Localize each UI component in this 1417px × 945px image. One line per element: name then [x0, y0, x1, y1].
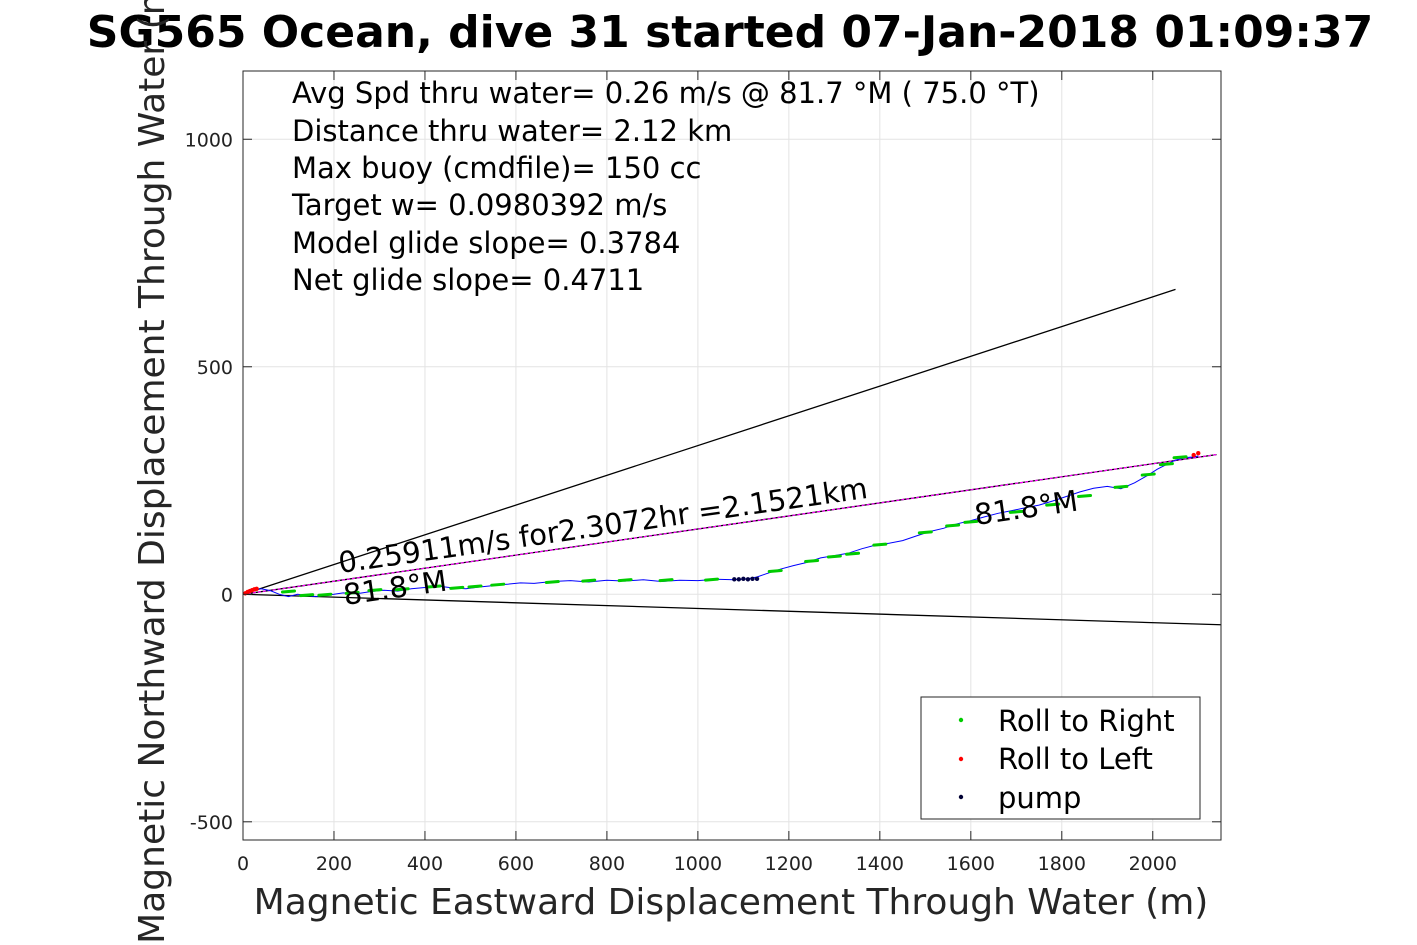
- x-tick-label: 0: [237, 853, 249, 875]
- axis-ticks: 0 200 400 600 800 1000 1200 1400 1600 1800 2000 -50…: [185, 71, 1221, 875]
- series-group: [242, 451, 1201, 598]
- reference-line: [242, 288, 1176, 595]
- legend: Roll to Right Roll to Left pump: [920, 696, 1201, 820]
- reference-line: [242, 593, 1222, 626]
- point-roll-to-right: [1140, 472, 1156, 477]
- point-roll-to-right: [280, 589, 296, 594]
- point-roll-to-right: [704, 577, 720, 582]
- point-roll-to-right: [945, 523, 961, 528]
- x-tick-label: 600: [498, 853, 534, 875]
- x-tick-label: 2000: [1129, 853, 1177, 875]
- point-pump: [741, 576, 746, 582]
- point-roll-to-right: [1008, 509, 1024, 514]
- x-tick-label: 1400: [856, 853, 904, 875]
- point-roll-to-right: [826, 554, 842, 559]
- point-roll-to-right: [658, 578, 674, 583]
- point-roll-to-left: [254, 586, 259, 592]
- point-roll-to-right: [872, 542, 888, 547]
- x-tick-label: 1600: [947, 853, 995, 875]
- point-roll-to-right: [394, 587, 410, 592]
- point-roll-to-right: [344, 590, 360, 595]
- point-roll-to-right: [804, 559, 820, 564]
- x-tick-label: 800: [589, 853, 625, 875]
- point-roll-to-right: [299, 593, 315, 598]
- x-tick-label: 1800: [1038, 853, 1086, 875]
- point-roll-to-right: [544, 579, 560, 584]
- legend-label-roll-right: Roll to Right: [998, 704, 1175, 738]
- point-roll-to-right: [617, 578, 633, 583]
- point-pump: [750, 576, 755, 582]
- point-roll-to-right: [1172, 455, 1188, 460]
- point-pump: [736, 577, 742, 582]
- plot-frame: [242, 70, 1222, 841]
- point-roll-to-right: [490, 582, 506, 587]
- x-tick-label: 1000: [674, 853, 722, 875]
- x-tick-label: 400: [407, 853, 443, 875]
- y-axis-label: Magnetic Northward Displacement Through …: [132, 0, 173, 944]
- annotation-net-glide-slope: Net glide slope= 0.4711: [292, 263, 644, 297]
- reference-lines: [242, 288, 1222, 626]
- point-pump: [754, 576, 760, 582]
- point-roll-to-right: [581, 578, 597, 583]
- point-roll-to-right: [426, 584, 442, 589]
- point-roll-to-right: [449, 585, 465, 590]
- point-roll-to-right: [317, 592, 333, 597]
- y-tick-label: 500: [197, 357, 233, 379]
- x-tick-label: 1200: [765, 853, 813, 875]
- point-roll-to-right: [963, 519, 979, 524]
- point-roll-to-right: [467, 584, 483, 589]
- point-roll-to-right: [1113, 484, 1129, 489]
- point-roll-to-right: [367, 588, 383, 593]
- point-roll-to-right: [1045, 502, 1061, 507]
- point-pump: [745, 577, 751, 582]
- annotation-block: Avg Spd thru water= 0.26 m/s @ 81.7 °M (…: [291, 76, 1040, 297]
- y-tick-label: 0: [221, 584, 233, 606]
- point-roll-to-right: [917, 530, 933, 535]
- legend-marker-roll-left: [958, 756, 964, 762]
- annotation-avg-speed: Avg Spd thru water= 0.26 m/s @ 81.7 °M (…: [292, 76, 1040, 110]
- x-tick-label: 200: [316, 853, 352, 875]
- annotation-distance: Distance thru water= 2.12 km: [292, 114, 732, 148]
- point-roll-to-right: [1158, 462, 1174, 467]
- legend-box: [920, 696, 1201, 820]
- legend-marker-roll-right: [958, 717, 964, 723]
- point-roll-to-right: [767, 569, 783, 574]
- x-axis-label: Magnetic Eastward Displacement Through W…: [254, 882, 1209, 923]
- legend-label-pump: pump: [998, 781, 1081, 815]
- annotation-max-buoy: Max buoy (cmdfile)= 150 cc: [292, 151, 701, 185]
- point-roll-to-left: [1191, 452, 1196, 458]
- reference-line: [242, 453, 1217, 595]
- point-roll-to-right: [845, 551, 861, 556]
- point-roll-to-right: [1077, 493, 1093, 498]
- point-roll-to-left: [1196, 451, 1201, 456]
- chart-title: SG565 Ocean, dive 31 started 07-Jan-2018…: [87, 7, 1373, 58]
- legend-marker-pump: [958, 794, 964, 800]
- y-tick-label: 1000: [185, 129, 233, 151]
- annotation-model-glide-slope: Model glide slope= 0.3784: [292, 226, 680, 260]
- y-tick-label: -500: [190, 812, 233, 834]
- point-pump: [732, 577, 737, 582]
- annotation-target-w: Target w= 0.0980392 m/s: [291, 188, 667, 222]
- legend-label-roll-left: Roll to Left: [998, 742, 1153, 776]
